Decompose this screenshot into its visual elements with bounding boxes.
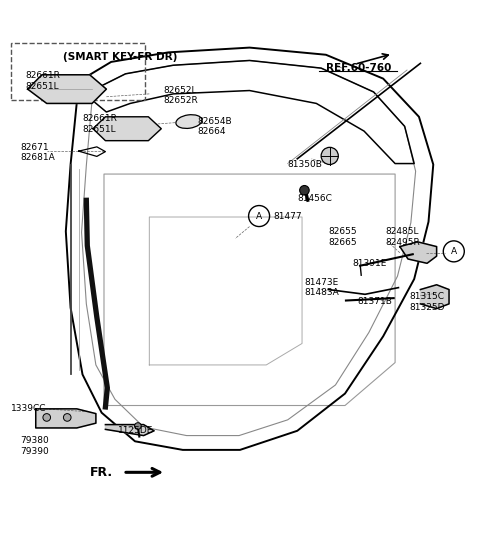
Text: 82655
82665: 82655 82665 xyxy=(328,227,357,247)
Circle shape xyxy=(321,147,338,164)
Text: 81371B: 81371B xyxy=(357,298,392,307)
Polygon shape xyxy=(420,285,449,309)
Text: 82654B
82664: 82654B 82664 xyxy=(197,116,232,136)
Text: 81473E
81483A: 81473E 81483A xyxy=(304,278,339,298)
Circle shape xyxy=(63,413,71,421)
Text: (SMART KEY-FR DR): (SMART KEY-FR DR) xyxy=(63,52,178,62)
Polygon shape xyxy=(93,117,161,141)
Text: 81315C
81325D: 81315C 81325D xyxy=(409,292,445,312)
Text: 82671
82681A: 82671 82681A xyxy=(21,143,55,162)
Text: A: A xyxy=(451,247,457,257)
Polygon shape xyxy=(28,75,107,103)
Text: 81477: 81477 xyxy=(274,211,302,220)
Circle shape xyxy=(300,185,309,195)
Text: 81456C: 81456C xyxy=(297,195,332,203)
Text: 82485L
82495R: 82485L 82495R xyxy=(385,227,420,247)
Text: 79380
79390: 79380 79390 xyxy=(21,437,49,456)
Polygon shape xyxy=(400,242,437,263)
Text: 81350B: 81350B xyxy=(288,160,323,169)
Ellipse shape xyxy=(176,115,202,128)
Text: 82661R
82651L: 82661R 82651L xyxy=(83,114,118,134)
Text: 82661R
82651L: 82661R 82651L xyxy=(25,71,60,91)
Text: 1125DE: 1125DE xyxy=(118,426,154,435)
Text: FR.: FR. xyxy=(90,466,113,479)
Circle shape xyxy=(134,423,141,430)
Text: 82652L
82652R: 82652L 82652R xyxy=(164,86,198,105)
Text: A: A xyxy=(256,212,262,221)
Text: REF.60-760: REF.60-760 xyxy=(326,63,391,73)
Text: 81391E: 81391E xyxy=(352,259,386,268)
Polygon shape xyxy=(106,425,154,436)
Text: 1339CC: 1339CC xyxy=(11,404,47,413)
Circle shape xyxy=(43,413,50,421)
Polygon shape xyxy=(36,409,96,428)
